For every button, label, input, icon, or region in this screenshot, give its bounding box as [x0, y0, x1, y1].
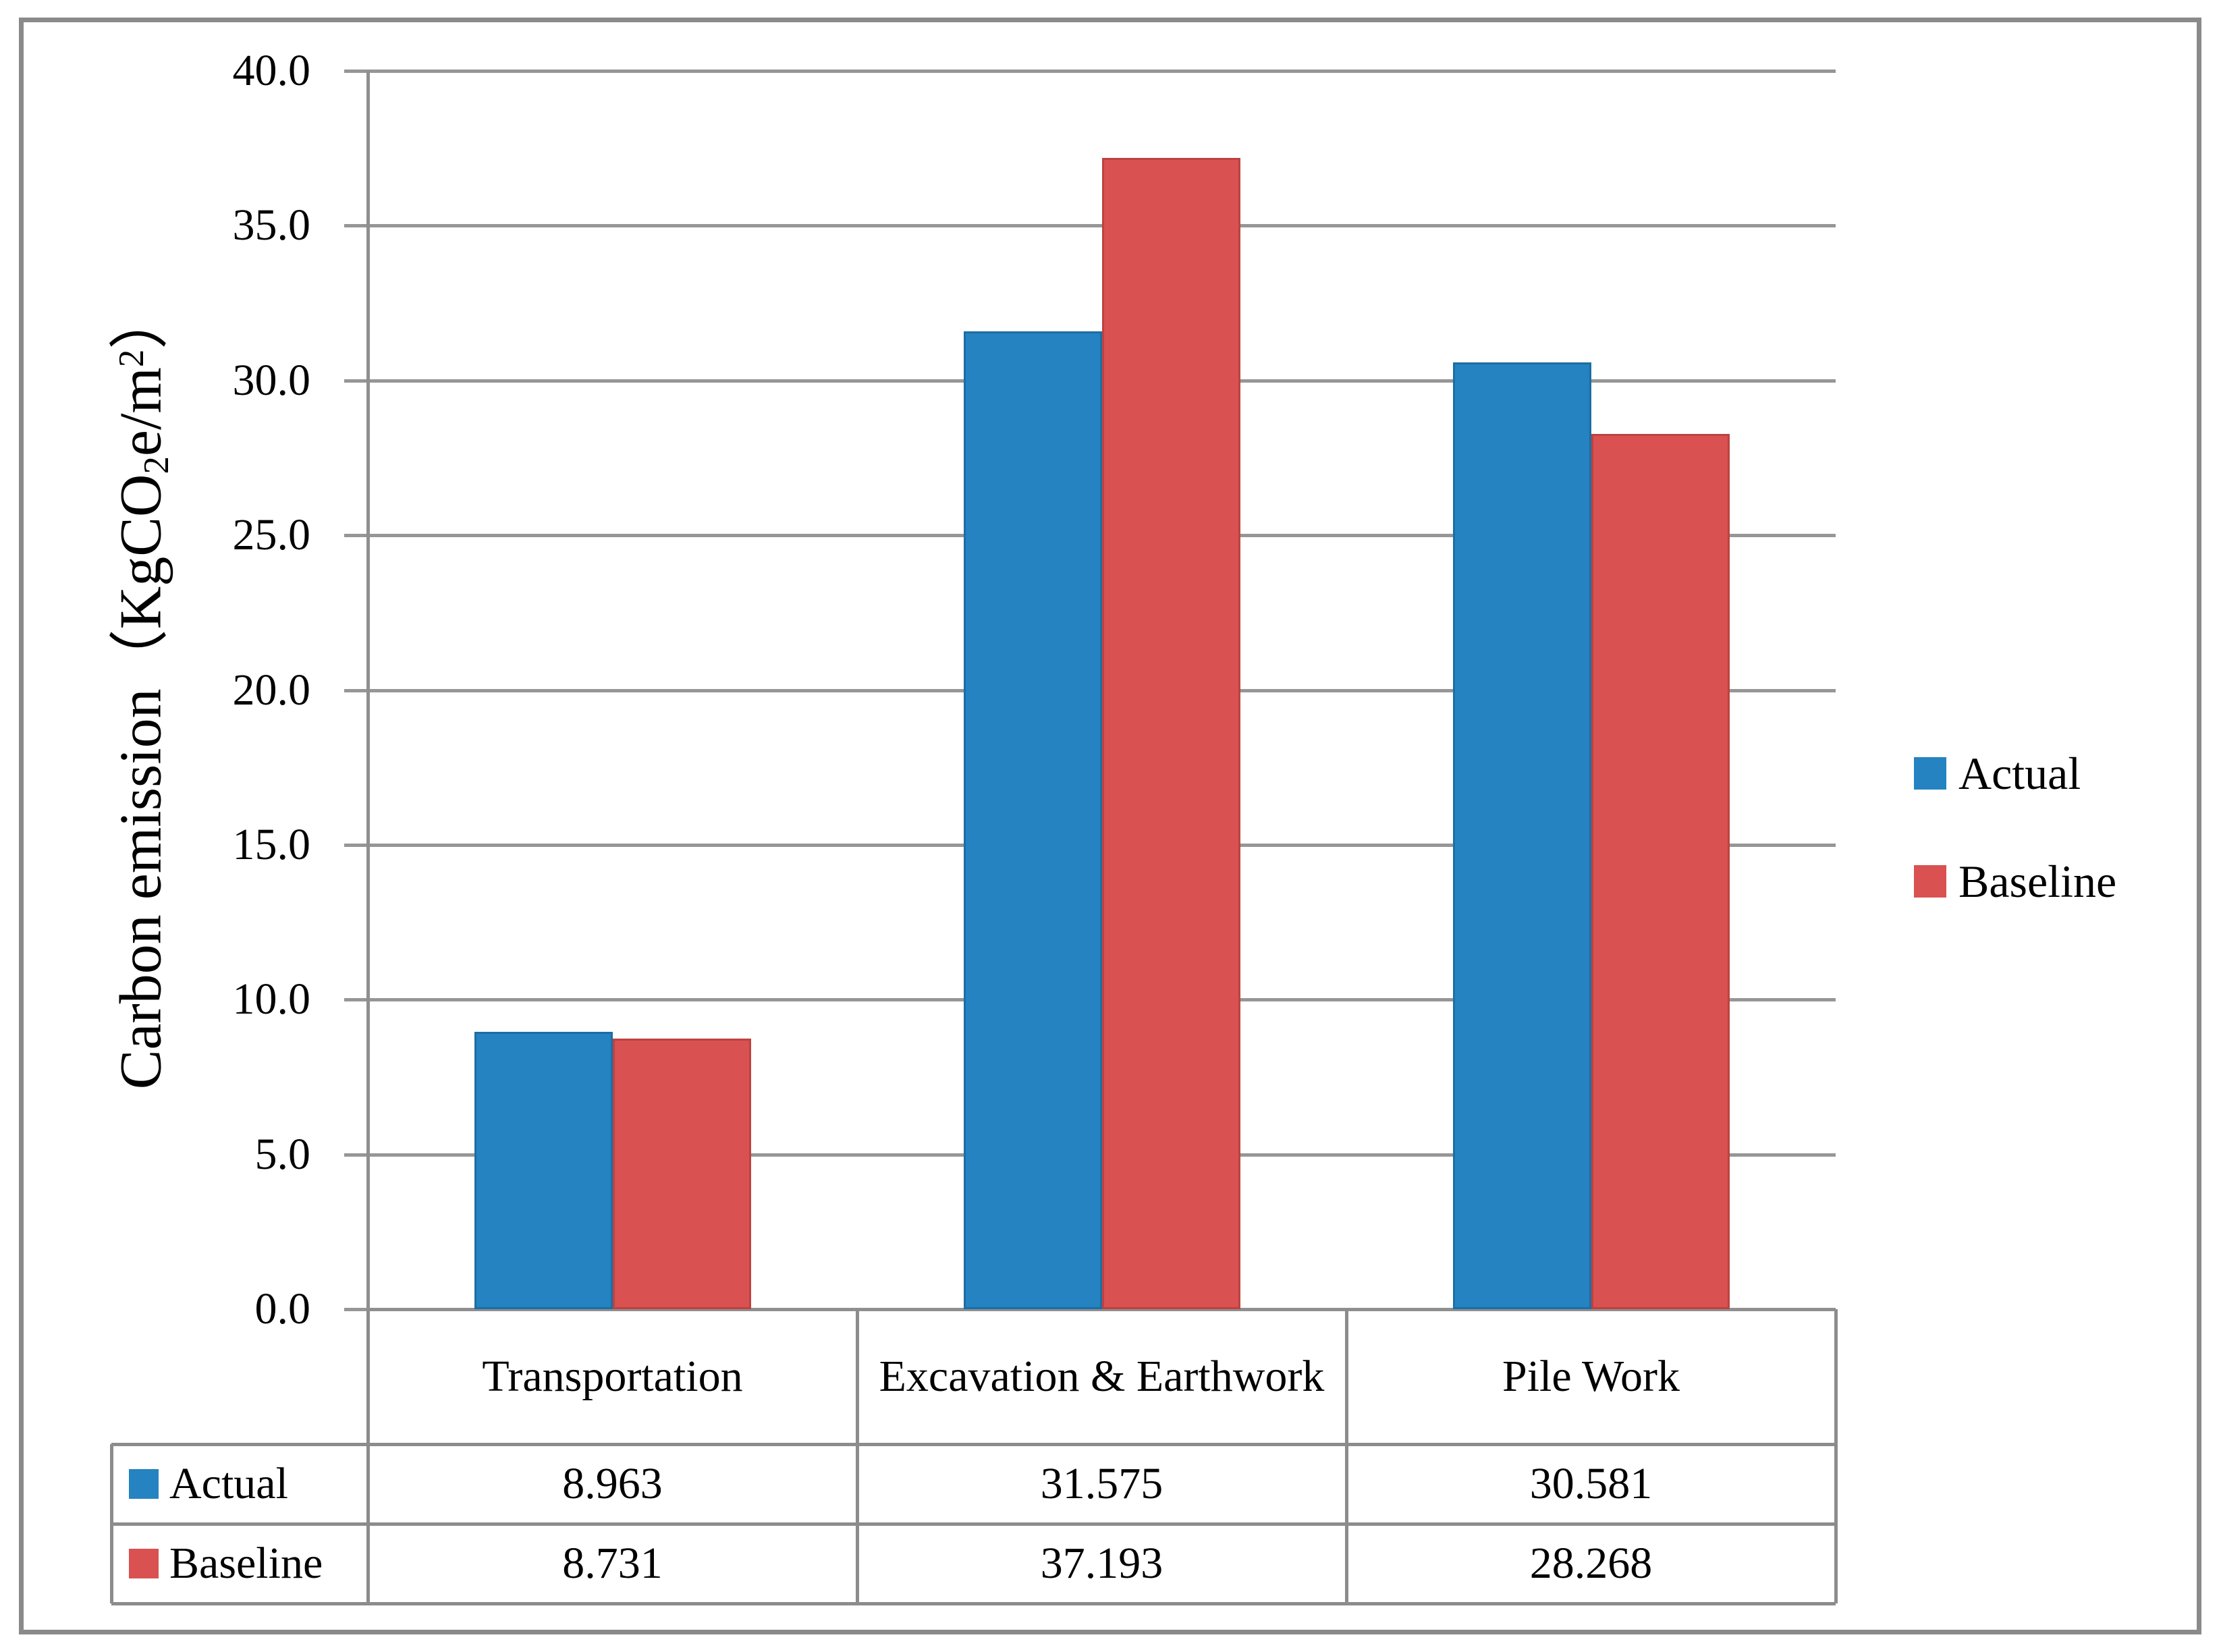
table-line [111, 1602, 1836, 1605]
table-value: 8.731 [562, 1539, 663, 1589]
table-line [366, 1309, 370, 1603]
table-header-transportation: Transportation [482, 1352, 743, 1402]
legend-item-baseline: Baseline [1914, 849, 2116, 914]
bar-baseline-excavation-earthwork [1101, 158, 1240, 1309]
y-tick-label: 0.0 [254, 1284, 311, 1333]
y-tick-label: 40.0 [232, 46, 311, 95]
y-tick-label: 35.0 [232, 200, 311, 250]
table-row-label-text: Baseline [169, 1539, 323, 1589]
y-tick-label: 25.0 [232, 510, 311, 560]
y-tick-label: 5.0 [254, 1129, 311, 1179]
bar-baseline-pile-work [1591, 434, 1730, 1309]
bar-actual-pile-work [1452, 362, 1591, 1309]
bar-baseline-transportation [612, 1039, 751, 1309]
table-line [111, 1443, 1836, 1446]
legend-key-baseline-icon [1914, 865, 1946, 898]
legend-label: Baseline [1958, 855, 2117, 907]
table-row-label-actual: Actual [111, 1444, 368, 1524]
y-axis-line [366, 71, 370, 1311]
table-row-label-baseline: Baseline [111, 1524, 368, 1603]
legend-key-actual-icon [1914, 757, 1946, 790]
table-line [1834, 1309, 1838, 1603]
table-row-label-text: Actual [169, 1459, 288, 1509]
y-axis-title-subscript: 2 [136, 456, 176, 474]
table-key-actual-icon [129, 1469, 159, 1499]
gridline [344, 224, 1836, 228]
table-header-excavation-earthwork: Excavation & Earthwork [879, 1352, 1325, 1402]
bar-actual-transportation [474, 1032, 613, 1309]
table-value: 31.575 [1040, 1459, 1163, 1509]
legend-item-actual: Actual [1914, 741, 2081, 806]
table-line [110, 1444, 113, 1603]
table-value: 37.193 [1040, 1539, 1163, 1589]
y-axis-title-text: Carbon emission [108, 688, 174, 1090]
y-axis-title-close-paren: ） [108, 290, 174, 350]
table-value: 30.581 [1529, 1459, 1653, 1509]
table-key-baseline-icon [129, 1549, 159, 1578]
table-line [111, 1522, 1836, 1526]
legend-label: Actual [1958, 747, 2081, 799]
table-value: 8.963 [562, 1459, 663, 1509]
y-tick-label: 15.0 [232, 819, 311, 869]
y-tick-label: 30.0 [232, 355, 311, 405]
table-line [1345, 1309, 1348, 1603]
table-value: 28.268 [1529, 1539, 1653, 1589]
y-tick-label: 10.0 [232, 974, 311, 1024]
y-tick-label: 20.0 [232, 665, 311, 715]
bar-actual-excavation-earthwork [963, 331, 1102, 1309]
table-line [856, 1309, 859, 1603]
table-line [368, 1308, 1836, 1311]
gridline [344, 70, 1836, 73]
table-header-pile-work: Pile Work [1502, 1352, 1680, 1402]
